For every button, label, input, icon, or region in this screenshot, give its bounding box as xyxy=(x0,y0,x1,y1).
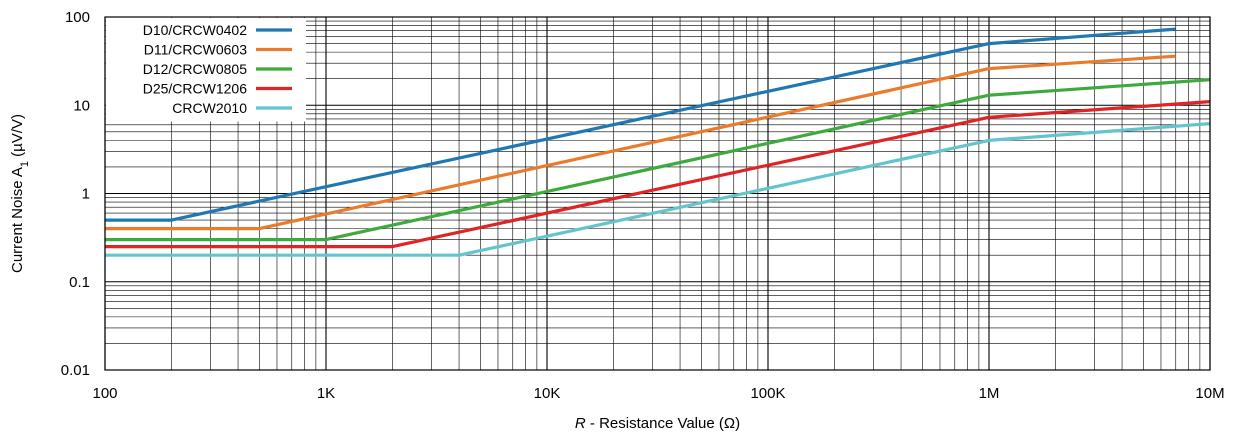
series-lines xyxy=(105,27,1211,257)
series-line-4 xyxy=(105,100,1211,249)
plot-frame xyxy=(104,16,1211,371)
x-tick-label: 100K xyxy=(750,385,785,402)
legend-label: D11/CRCW0603 xyxy=(144,42,247,58)
series-line-5 xyxy=(105,122,1211,257)
x-tick-label: 10K xyxy=(534,385,561,402)
legend-label: D10/CRCW0402 xyxy=(143,22,247,38)
y-tick-label: 1 xyxy=(82,186,90,203)
x-axis-title: R - Resistance Value (Ω) xyxy=(575,415,740,432)
y-axis-title-unit: (µV/V) xyxy=(9,114,26,161)
series-line-2 xyxy=(105,54,1176,231)
series-line-3 xyxy=(105,78,1211,242)
y-axis-title: Current Noise A1 (µV/V) xyxy=(9,114,31,273)
y-tick-label: 0.1 xyxy=(69,274,90,291)
x-tick-label: 1M xyxy=(979,385,1000,402)
x-tick-label: 1K xyxy=(317,385,335,402)
y-tick-label: 0.01 xyxy=(61,362,90,379)
x-tick-label: 100 xyxy=(92,385,117,402)
x-tick-labels: 100 1K 10K 100K 1M 10M xyxy=(92,385,1224,402)
x-axis-title-text: - Resistance Value (Ω) xyxy=(586,415,740,432)
y-axis-title-subscript: 1 xyxy=(19,161,31,167)
legend-label: D25/CRCW1206 xyxy=(143,81,247,97)
y-axis-title-main: Current Noise A xyxy=(9,167,26,273)
series-line-1 xyxy=(105,27,1176,222)
x-tick-label: 10M xyxy=(1195,385,1224,402)
legend-label: D12/CRCW0805 xyxy=(143,61,247,77)
x-axis-title-variable: R xyxy=(575,415,586,432)
y-tick-label: 10 xyxy=(73,97,90,114)
legend-label: CRCW2010 xyxy=(172,100,247,116)
y-tick-labels: 0.01 0.1 1 10 100 xyxy=(61,9,90,379)
legend: D10/CRCW0402 D11/CRCW0603 D12/CRCW0805 D25/… xyxy=(106,18,306,122)
y-tick-label: 100 xyxy=(65,9,90,26)
